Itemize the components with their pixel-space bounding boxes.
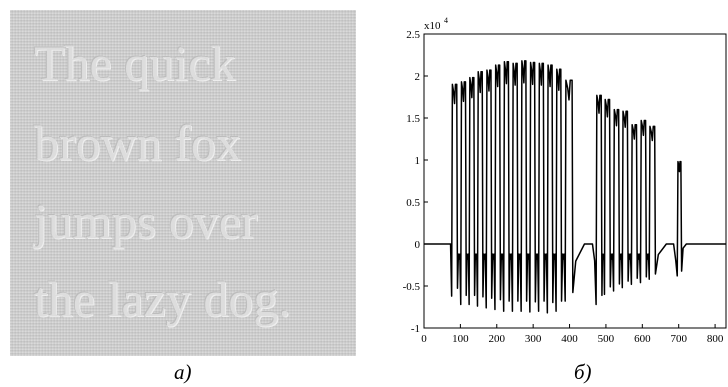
y-tick-label: 0.5 (406, 197, 420, 209)
x-tick-label: 700 (670, 333, 687, 345)
x-tick-label: 800 (707, 333, 724, 345)
x-tick-label: 300 (525, 333, 542, 345)
y-tick-label: -1 (411, 323, 420, 335)
figure-panel-b: -1 -0.5 0 0.5 1 1.5 2 2.5 0 100 200 300 400 500 600 700… (364, 0, 728, 387)
y-multiplier-exponent: 4 (444, 16, 448, 25)
y-tick-label: 1.5 (406, 113, 420, 125)
signal-chart: -1 -0.5 0 0.5 1 1.5 2 2.5 0 100 200 300 400 500 600 700… (364, 0, 728, 387)
signal-line (424, 61, 726, 313)
x-tick-label: 0 (421, 333, 427, 345)
embossed-text-image: The quick brown fox jumps over the lazy … (10, 10, 356, 356)
x-tick-label: 100 (452, 333, 469, 345)
y-multiplier-label: x10 (424, 20, 441, 32)
x-tick-label: 200 (489, 333, 506, 345)
embossed-text-line: jumps over (34, 196, 258, 246)
y-tick-label: -0.5 (403, 281, 421, 293)
panel-b-caption: б) (574, 360, 592, 385)
embossed-text-line: The quick (34, 38, 235, 88)
figure-panel-a: The quick brown fox jumps over the lazy … (0, 0, 364, 387)
embossed-text-line: the lazy dog. (34, 274, 291, 324)
x-tick-label: 400 (561, 333, 578, 345)
panel-a-caption: a) (174, 360, 192, 385)
x-tick-label: 500 (598, 333, 615, 345)
x-tick-label: 600 (634, 333, 651, 345)
embossed-text-line: brown fox (34, 118, 241, 168)
y-tick-label: 0 (415, 239, 421, 251)
y-tick-label: 2 (415, 71, 421, 83)
y-tick-label: 2.5 (406, 29, 420, 41)
y-tick-label: 1 (415, 155, 421, 167)
